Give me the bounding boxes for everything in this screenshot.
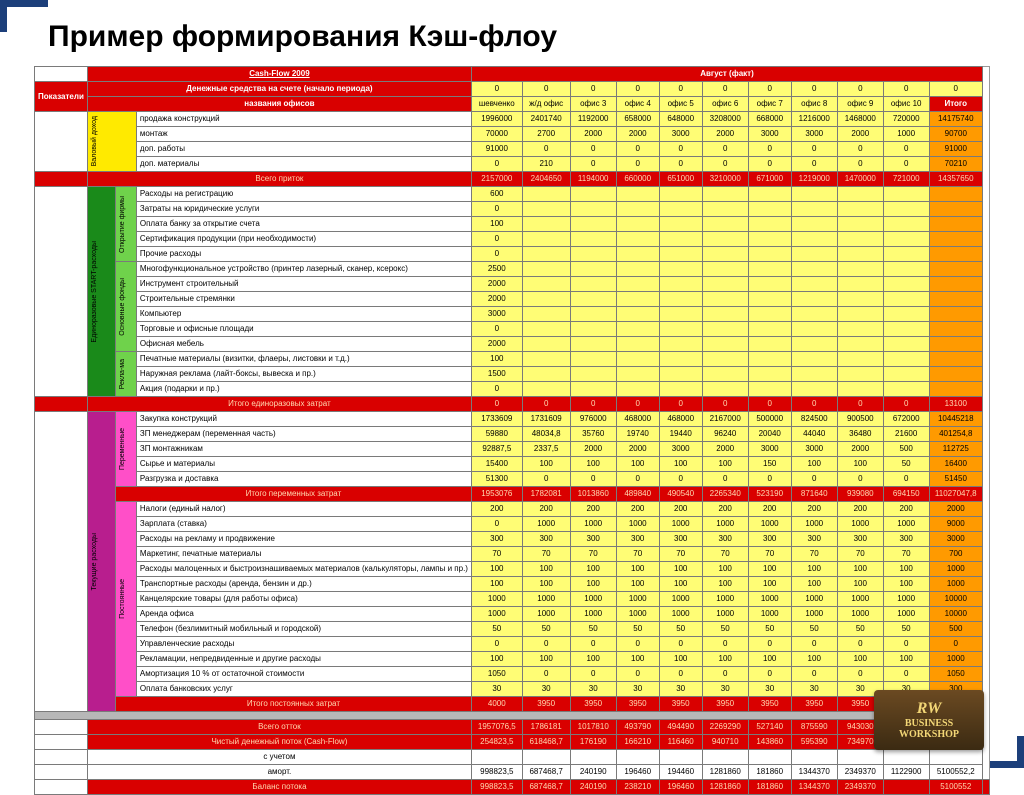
- logo-initials: RW: [874, 700, 984, 718]
- slide-title: Пример формирования Кэш-флоу: [48, 20, 557, 54]
- cashflow-spreadsheet: Cash-Flow 2009Август (факт)ПоказателиДен…: [34, 66, 990, 795]
- corner-decor-tl: [0, 0, 48, 32]
- logo-name: BUSINESS WORKSHOP: [874, 718, 984, 740]
- business-workshop-logo: RW BUSINESS WORKSHOP: [874, 690, 984, 750]
